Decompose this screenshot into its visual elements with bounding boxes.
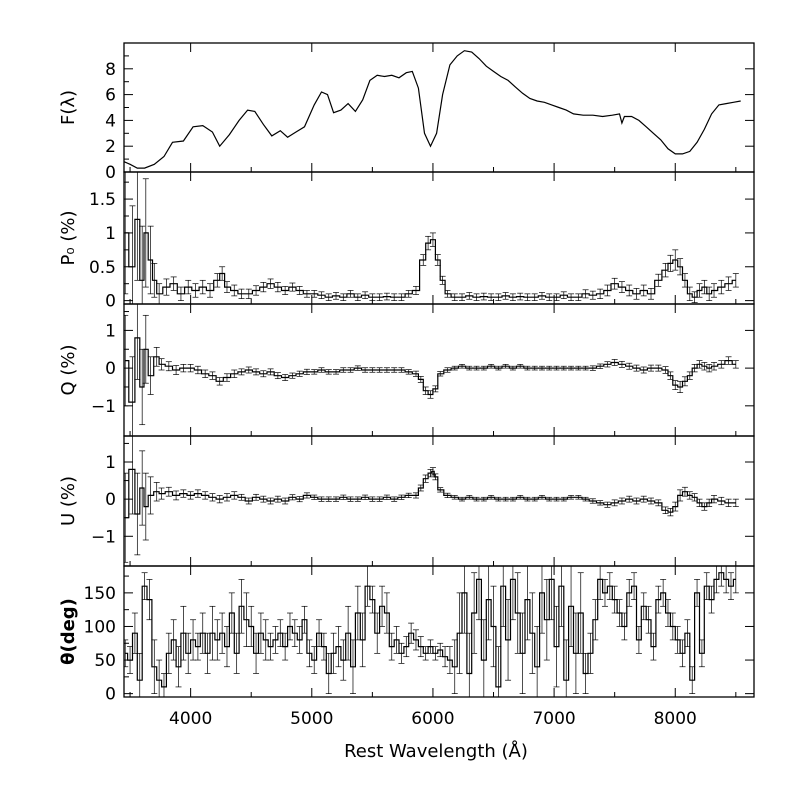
y-tick-label: 0.5 (89, 258, 116, 278)
y-axis-label-p0: P₀ (%) (58, 211, 79, 266)
y-tick-label: −1 (91, 527, 116, 547)
y-tick-label: 1 (105, 453, 116, 473)
y-tick-label: 8 (105, 60, 116, 80)
x-tick-label: 5000 (290, 709, 333, 729)
y-tick-label: 0 (105, 490, 116, 510)
y-tick-label: 1.5 (89, 190, 116, 210)
x-tick-label: 8000 (654, 709, 697, 729)
x-tick-label: 6000 (411, 709, 454, 729)
panel-q: −1 0 1 Q (%) (58, 303, 755, 437)
series-line-p0 (125, 218, 736, 298)
data-layer (124, 50, 741, 169)
panel-frame (123, 303, 755, 437)
y-axis-label-q: Q (%) (58, 344, 79, 395)
series-line-flux (124, 50, 741, 169)
data-layer (124, 436, 739, 563)
data-layer (124, 304, 739, 436)
series-line-u (125, 468, 736, 519)
y-tick-label: 0 (105, 163, 116, 183)
series-line-theta (125, 572, 736, 688)
x-tick-labels: 4000 5000 6000 7000 8000 (169, 709, 697, 729)
panels: 0 2 4 6 8 F(λ) 0 0.5 1 1.5 P₀ (%) −1 0 1 Q (%) −1 0 1 U (%… (58, 42, 755, 705)
y-tick-label: 100 (84, 617, 116, 637)
y-tick-label: 1 (105, 321, 116, 341)
y-tick-label: 0 (105, 685, 116, 705)
y-tick-label: 0 (105, 359, 116, 379)
y-axis-label-flux: F(λ) (58, 90, 79, 125)
panel-frame (123, 565, 755, 698)
panel-frame (123, 171, 755, 305)
y-tick-label: 6 (105, 86, 116, 106)
x-tick-label: 4000 (169, 709, 212, 729)
x-axis-label: Rest Wavelength (Å) (344, 740, 528, 762)
panel-frame (123, 42, 755, 173)
x-tick-label: 7000 (532, 709, 575, 729)
y-tick-label: 2 (105, 137, 116, 157)
series-line-q (125, 337, 736, 403)
y-tick-label: 1 (105, 224, 116, 244)
data-layer (124, 566, 739, 697)
y-tick-label: 150 (84, 584, 116, 604)
panel-frame (123, 435, 755, 567)
y-tick-label: 50 (94, 651, 116, 671)
data-layer (124, 172, 739, 304)
y-axis-label-theta: θ(deg) (58, 598, 79, 665)
y-axis-label-u: U (%) (58, 476, 79, 526)
y-tick-label: 4 (105, 111, 116, 131)
panel-u: −1 0 1 U (%) (58, 435, 755, 567)
y-tick-label: −1 (91, 397, 116, 417)
panel-p0: 0 0.5 1 1.5 P₀ (%) (58, 171, 755, 312)
y-tick-label: 0 (105, 292, 116, 312)
panel-flux: 0 2 4 6 8 F(λ) (58, 42, 755, 183)
